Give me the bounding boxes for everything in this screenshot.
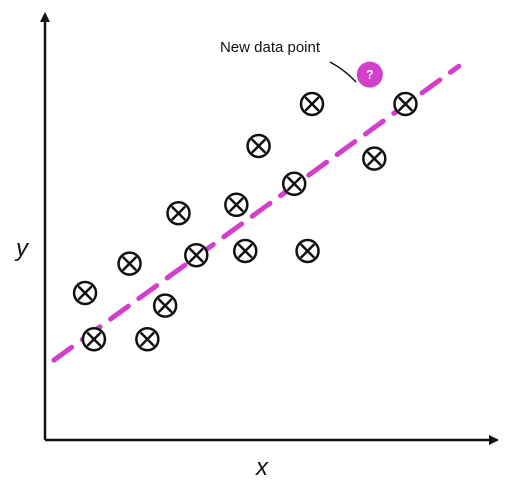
data-point bbox=[166, 200, 191, 226]
point-cross-stroke bbox=[300, 243, 315, 259]
point-cross-stroke bbox=[189, 247, 204, 263]
data-point bbox=[72, 280, 98, 306]
point-cross-stroke bbox=[398, 96, 413, 112]
data-point bbox=[295, 238, 320, 264]
point-cross-stroke bbox=[367, 151, 382, 166]
data-points bbox=[72, 91, 418, 352]
point-cross-stroke bbox=[171, 205, 186, 221]
point-cross-stroke bbox=[304, 96, 320, 112]
data-point bbox=[117, 251, 142, 276]
data-point bbox=[81, 326, 107, 352]
annotation-leader-line bbox=[329, 61, 357, 83]
new-data-point: ? bbox=[356, 61, 383, 88]
new-point-label: New data point bbox=[220, 39, 321, 56]
data-point bbox=[233, 238, 258, 264]
point-cross-stroke bbox=[77, 285, 93, 301]
question-mark-badge-icon bbox=[356, 61, 383, 88]
point-cross-stroke bbox=[251, 138, 266, 154]
y-axis-label: y bbox=[14, 235, 30, 262]
data-point bbox=[135, 326, 160, 352]
point-cross-stroke bbox=[86, 331, 102, 347]
point-cross-stroke bbox=[238, 243, 253, 259]
data-point bbox=[246, 133, 271, 159]
point-cross-stroke bbox=[286, 176, 302, 192]
data-point bbox=[152, 293, 178, 318]
x-axis-label: x bbox=[255, 454, 269, 481]
point-cross-stroke bbox=[122, 256, 137, 271]
data-point bbox=[224, 192, 249, 218]
data-point bbox=[299, 91, 325, 117]
data-point bbox=[281, 171, 307, 197]
trend-line bbox=[51, 63, 462, 363]
point-cross-stroke bbox=[157, 298, 173, 313]
point-cross-stroke bbox=[140, 331, 155, 347]
data-point bbox=[184, 242, 209, 268]
point-cross-stroke bbox=[229, 197, 244, 213]
data-point bbox=[362, 146, 387, 171]
new-point-marker-text: ? bbox=[366, 68, 373, 82]
data-point bbox=[393, 91, 418, 117]
